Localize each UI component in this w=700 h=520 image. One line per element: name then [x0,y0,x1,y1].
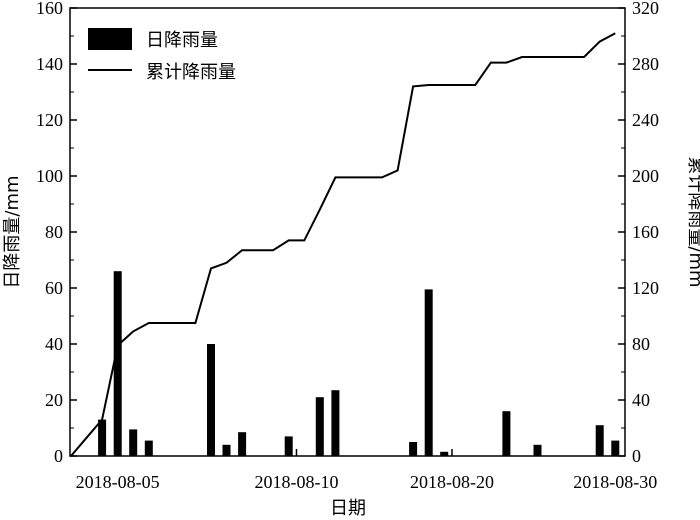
daily-rainfall-bar [144,440,153,456]
right-tick-label: 0 [632,446,641,466]
x-tick-label: 2018-08-30 [573,472,657,492]
right-tick-label: 80 [632,334,650,354]
daily-rainfall-bar [129,429,138,456]
daily-rainfall-bar [611,440,620,456]
right-tick-label: 120 [632,278,659,298]
daily-rainfall-bar [207,344,215,456]
legend-label-cumulative: 累计降雨量 [146,62,236,83]
left-axis-title: 日降雨量/mm [2,175,23,288]
daily-rainfall-bar [238,432,247,456]
legend: 日降雨量 累计降雨量 [88,28,236,83]
daily-rainfall-bar [284,436,293,456]
daily-rainfall-bar [533,444,542,456]
left-tick-label: 20 [45,390,63,410]
right-tick-label: 200 [632,166,659,186]
left-tick-label: 80 [45,222,63,242]
daily-rainfall-bar [98,419,107,456]
left-tick-label: 120 [36,110,63,130]
right-axis-title: 累计降雨量/mm [685,156,700,287]
left-tick-label: 160 [36,0,63,18]
left-tick-label: 60 [45,278,63,298]
right-y-axis: 0 40 80 120 160 200 240 280 320 [618,0,659,466]
daily-rainfall-bar [440,451,449,456]
left-y-axis: 0 20 40 60 80 100 120 140 160 [36,0,77,466]
left-tick-label: 100 [36,166,63,186]
right-tick-label: 40 [632,390,650,410]
legend-label-daily: 日降雨量 [146,30,218,51]
x-tick-label: 2018-08-20 [410,472,494,492]
daily-rainfall-bar [331,390,340,456]
daily-rainfall-bar [222,444,231,456]
daily-rainfall-bars [98,271,620,456]
left-tick-label: 140 [36,54,63,74]
daily-rainfall-bar [424,289,433,456]
daily-rainfall-bar [409,442,418,456]
x-axis-title: 日期 [330,498,366,519]
cumulative-rainfall-line [70,32,616,457]
left-tick-label: 0 [54,446,63,466]
right-tick-label: 320 [632,0,659,18]
daily-rainfall-bar [595,425,604,456]
left-tick-label: 40 [45,334,63,354]
daily-rainfall-bar [315,397,324,456]
right-tick-label: 280 [632,54,659,74]
right-tick-label: 240 [632,110,659,130]
x-tick-label: 2018-08-05 [76,472,160,492]
daily-rainfall-bar [502,411,511,456]
right-tick-label: 160 [632,222,659,242]
legend-bar-swatch [88,28,132,50]
daily-rainfall-bar [113,271,122,456]
x-tick-label: 2018-08-10 [254,472,338,492]
x-axis: 2018-08-05 2018-08-10 2018-08-20 2018-08-30 [76,449,657,492]
